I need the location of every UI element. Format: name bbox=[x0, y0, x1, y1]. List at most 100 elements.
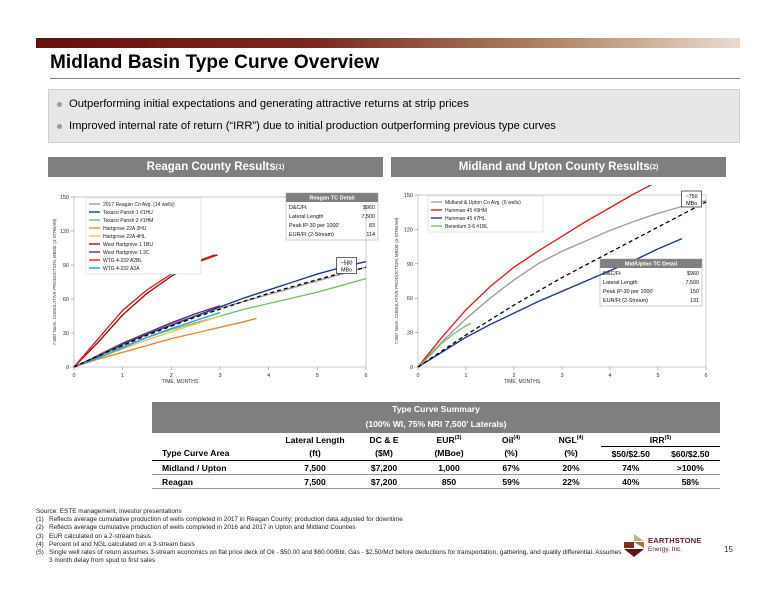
source-note: Source: ESTE management, investor presen… bbox=[36, 508, 182, 515]
detail-row-label: Peak IP-30 per 1000' bbox=[289, 223, 339, 229]
detail-table-border bbox=[599, 258, 703, 307]
eur-callout-unit: MBo bbox=[686, 201, 697, 207]
left-panel-title: Reagan County Results bbox=[146, 161, 276, 173]
x-tick-label: 6 bbox=[364, 373, 367, 379]
footnote-text: Single well rates of return assumes 3-st… bbox=[49, 549, 622, 565]
col-ngl: NGL(4) bbox=[541, 433, 601, 447]
detail-table-border bbox=[285, 192, 379, 241]
title-divider bbox=[50, 78, 740, 79]
col-oil-unit: (%) bbox=[481, 446, 541, 461]
left-panel-note-ref: (1) bbox=[275, 163, 285, 171]
key-points-box: Outperforming initial expectations and g… bbox=[48, 89, 740, 143]
footnote-text: Reflects average cumulative production o… bbox=[49, 524, 356, 532]
legend-entry: WTG 4-232 A3A bbox=[103, 266, 140, 272]
col-dce-unit: ($M) bbox=[351, 446, 417, 461]
series-line bbox=[417, 322, 472, 368]
table-cell: >100% bbox=[660, 460, 720, 475]
y-tick-label: 120 bbox=[60, 229, 69, 235]
x-tick-label: 3 bbox=[218, 373, 221, 379]
table-row: Midland / Upton 7,500 $7,200 1,000 67% 2… bbox=[152, 460, 720, 475]
footnote-text: Reflects average cumulative production o… bbox=[49, 516, 403, 524]
x-tick-label: 5 bbox=[656, 373, 659, 379]
col-lateral-unit: (ft) bbox=[279, 446, 351, 461]
eur-callout-box bbox=[336, 257, 357, 274]
col-irr-b: $60/$2.50 bbox=[660, 446, 720, 461]
x-tick-label: 1 bbox=[121, 373, 124, 379]
type-curve-line bbox=[73, 266, 367, 368]
legend-box bbox=[427, 195, 544, 233]
earthstone-mark-icon bbox=[624, 534, 644, 557]
x-tick-label: 4 bbox=[267, 373, 270, 379]
col-eur-unit: (MBoe) bbox=[417, 446, 481, 461]
table-cell: 20% bbox=[541, 460, 601, 475]
legend-entry: West Hartgrove 1 2C bbox=[103, 250, 150, 256]
y-tick-label: 60 bbox=[63, 297, 69, 303]
bullet-item: Outperforming initial expectations and g… bbox=[57, 98, 469, 110]
series-line bbox=[73, 266, 367, 368]
col-oil-ref: (4) bbox=[513, 434, 521, 441]
summary-header: Type Curve Summary (100% WI, 75% NRI 7,5… bbox=[152, 402, 720, 433]
table-cell: $7,200 bbox=[351, 474, 417, 489]
legend-entry: 2017 Reagan Co Avg. (14 wells) bbox=[103, 202, 175, 208]
series-line bbox=[417, 180, 659, 368]
footnote-text: EUR calculated on a 2-stream basis bbox=[49, 532, 151, 540]
x-tick-label: 2 bbox=[512, 373, 515, 379]
type-curve-summary: Type Curve Summary (100% WI, 75% NRI 7,5… bbox=[152, 402, 720, 489]
footnote-item: (5) Single well rates of return assumes 3… bbox=[36, 549, 626, 565]
col-eur-ref: (3) bbox=[454, 434, 462, 441]
y-tick-label: 0 bbox=[410, 365, 413, 371]
summary-header-row-2: Type Curve Area (ft) ($M) (MBoe) (%) (%)… bbox=[152, 446, 720, 461]
series-line bbox=[417, 237, 683, 368]
table-cell: 7,500 bbox=[279, 460, 351, 475]
y-tick-label: 120 bbox=[404, 227, 413, 233]
footnotes: Source: ESTE management, investor presen… bbox=[36, 508, 626, 565]
legend-entry: Hartgrove 22A 3HU bbox=[103, 226, 147, 232]
detail-table-title: Mid/Upton TC Detail bbox=[625, 262, 678, 268]
detail-row-label: Lateral Length bbox=[603, 280, 637, 286]
detail-row-value: $960 bbox=[363, 205, 375, 211]
eur-callout-box bbox=[681, 190, 702, 208]
x-tick-label: 1 bbox=[464, 373, 467, 379]
x-tick-label: 5 bbox=[316, 373, 319, 379]
legend-entry: Texaco Parish 1 #1HU bbox=[103, 210, 153, 216]
table-cell: Midland / Upton bbox=[152, 460, 279, 475]
left-panel-header: Reagan County Results (1) bbox=[48, 157, 383, 177]
col-irr: IRR(5) bbox=[601, 433, 720, 447]
col-oil: Oil(4) bbox=[481, 433, 541, 447]
footnote-item: (1) Reflects average cumulative productio… bbox=[36, 516, 626, 524]
bullet-text: Improved internal rate of return (“IRR”)… bbox=[69, 120, 556, 132]
top-accent-bar bbox=[36, 38, 740, 48]
table-cell: 67% bbox=[481, 460, 541, 475]
table-cell: 40% bbox=[601, 474, 661, 489]
legend-entry: Hamman 45 #7HL bbox=[445, 216, 486, 222]
summary-table: Lateral Length DC & E EUR(3) Oil(4) NGL(… bbox=[152, 433, 720, 489]
x-tick-label: 0 bbox=[72, 373, 75, 379]
bullet-dot-icon bbox=[57, 101, 62, 107]
logo-subtitle: Energy, Inc. bbox=[648, 546, 683, 553]
y-axis-label: 7,500' Norm. CUMULATIVE PRODUCTION, MBOE… bbox=[394, 217, 399, 344]
col-irr-ref: (5) bbox=[664, 434, 672, 441]
col-ngl-label: NGL bbox=[558, 434, 577, 445]
footnote-key: (3) bbox=[36, 532, 44, 540]
footnote-key: (5) bbox=[36, 549, 44, 557]
table-cell: 74% bbox=[601, 460, 661, 475]
logo-name: EARTHSTONE bbox=[648, 536, 702, 545]
page-title: Midland Basin Type Curve Overview bbox=[50, 52, 380, 73]
detail-row-value: 83 bbox=[369, 223, 375, 229]
col-eur: EUR(3) bbox=[417, 433, 481, 447]
footnote-item: (2) Reflects average cumulative productio… bbox=[36, 524, 626, 532]
series-line bbox=[73, 305, 221, 368]
detail-table-header bbox=[600, 259, 702, 268]
summary-subtitle: (100% WI, 75% NRI 7,500' Laterals) bbox=[365, 419, 507, 429]
x-tick-label: 6 bbox=[704, 373, 707, 379]
detail-row-label: Lateral Length bbox=[289, 214, 323, 220]
reagan-chart-panel: 0 1 2 3 4 5 6 0 30 60 90 120 150 TIME, MONTHS 7,500' N… bbox=[48, 185, 386, 385]
x-tick-label: 2 bbox=[170, 373, 173, 379]
midland-upton-chart-panel: 0 1 2 3 4 5 6 0 30 60 90 120 150 TIME, MONTHS 7,500' N… bbox=[390, 180, 728, 385]
x-tick-label: 0 bbox=[416, 373, 419, 379]
x-tick-label: 3 bbox=[560, 373, 563, 379]
footnote-key: (4) bbox=[36, 540, 44, 548]
x-tick-label: 4 bbox=[608, 373, 611, 379]
footnote-text: Percent oil and NGL calculated on a 3-st… bbox=[49, 540, 195, 548]
